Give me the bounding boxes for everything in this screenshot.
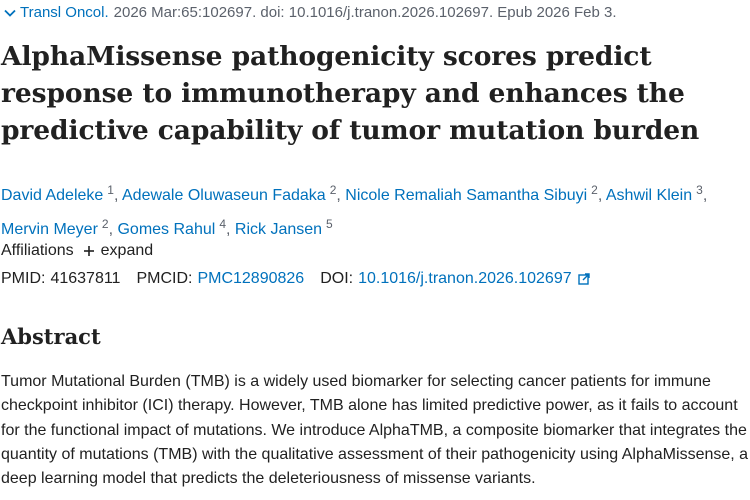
author-name[interactable]: Adewale Oluwaseun Fadaka <box>122 187 326 204</box>
external-link-icon[interactable] <box>577 273 590 285</box>
abstract-heading: Abstract <box>1 324 101 349</box>
author-link[interactable]: David Adeleke 1 <box>1 183 114 204</box>
expand-affiliations-button[interactable]: expand <box>100 242 154 259</box>
author-link[interactable]: Gomes Rahul 4 <box>117 217 226 238</box>
authors-list: David Adeleke 1, Adewale Oluwaseun Fadaka… <box>1 183 708 238</box>
chevron-down-icon[interactable] <box>3 6 17 20</box>
journal-link[interactable]: Transl Oncol. <box>20 4 109 21</box>
author-affiliation-number[interactable]: 1 <box>107 183 114 197</box>
plus-icon[interactable] <box>83 245 95 257</box>
author-link[interactable]: Nicole Remaliah Samantha Sibuyi 2 <box>345 183 598 204</box>
author-name[interactable]: Gomes Rahul <box>117 221 216 238</box>
abstract-text: Tumor Mutational Burden (TMB) is a widel… <box>1 373 749 488</box>
affiliations-label: Affiliations <box>1 242 74 259</box>
author-link[interactable]: Adewale Oluwaseun Fadaka 2 <box>122 183 336 204</box>
author-name[interactable]: David Adeleke <box>1 187 104 204</box>
author-name[interactable]: Ashwil Klein <box>605 187 693 204</box>
author-affiliation-number[interactable]: 5 <box>326 217 333 231</box>
author-name[interactable]: Mervin Meyer <box>1 221 98 238</box>
author-name[interactable]: Rick Jansen <box>234 221 323 238</box>
identifiers: PMID: 41637811 PMCID: PMC12890826 DOI: 1… <box>1 270 590 288</box>
author-affiliation-number[interactable]: 2 <box>329 183 337 197</box>
pmcid-link[interactable]: PMC12890826 <box>197 270 305 287</box>
citation-details: 2026 Mar:65:102697. doi: 10.1016/j.trano… <box>113 4 617 21</box>
affiliations-section: Affiliations expand <box>1 242 153 260</box>
pmid-value: 41637811 <box>50 270 121 287</box>
doi-link[interactable]: 10.1016/j.tranon.2026.102697 <box>358 270 572 287</box>
author-affiliation-number[interactable]: 2 <box>591 183 598 197</box>
author-link[interactable]: Ashwil Klein 3 <box>605 183 703 204</box>
doi-label: DOI: <box>320 270 354 287</box>
article-title: AlphaMissense pathogenicity scores predi… <box>1 41 700 146</box>
author-affiliation-number[interactable]: 4 <box>219 217 226 231</box>
author-affiliation-number[interactable]: 2 <box>101 217 109 231</box>
citation: Transl Oncol. 2026 Mar:65:102697. doi: 1… <box>3 4 617 21</box>
pmid-label: PMID: <box>1 270 46 287</box>
pmcid-label: PMCID: <box>136 270 193 287</box>
author-link[interactable]: Rick Jansen 5 <box>234 217 333 238</box>
author-affiliation-number[interactable]: 3 <box>696 183 703 197</box>
author-link[interactable]: Mervin Meyer 2 <box>1 217 109 238</box>
author-name[interactable]: Nicole Remaliah Samantha Sibuyi <box>345 187 588 204</box>
